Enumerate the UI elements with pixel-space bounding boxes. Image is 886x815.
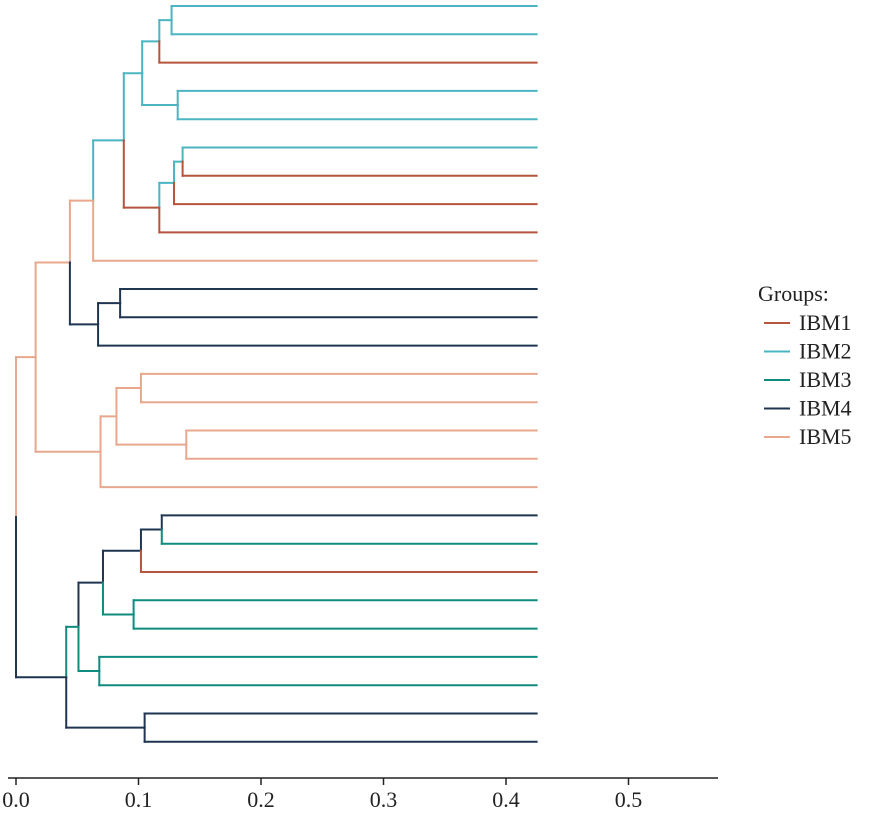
legend-label: IBM5 (799, 424, 852, 449)
x-tick-label: 0.0 (2, 787, 30, 812)
x-tick-label: 0.1 (125, 787, 153, 812)
dendrogram-tree (15, 5, 538, 743)
legend-title: Groups: (758, 281, 829, 306)
x-tick-label: 0.2 (247, 787, 275, 812)
x-axis: 0.0 0.1 0.2 0.3 0.4 0.5 (2, 777, 718, 812)
legend-item-ibm2: IBM2 (764, 339, 852, 364)
legend: Groups: IBM1 IBM2 IBM3 IBM4 IBM5 (758, 281, 852, 449)
legend-item-ibm4: IBM4 (764, 396, 852, 421)
legend-label: IBM3 (799, 367, 852, 392)
x-tick-label: 0.4 (492, 787, 520, 812)
legend-item-ibm3: IBM3 (764, 367, 852, 392)
x-tick-label: 0.3 (370, 787, 398, 812)
legend-item-ibm1: IBM1 (764, 310, 852, 335)
x-tick-label: 0.5 (615, 787, 643, 812)
legend-label: IBM1 (799, 310, 852, 335)
legend-label: IBM2 (799, 339, 852, 364)
legend-label: IBM4 (799, 396, 852, 421)
legend-item-ibm5: IBM5 (764, 424, 852, 449)
